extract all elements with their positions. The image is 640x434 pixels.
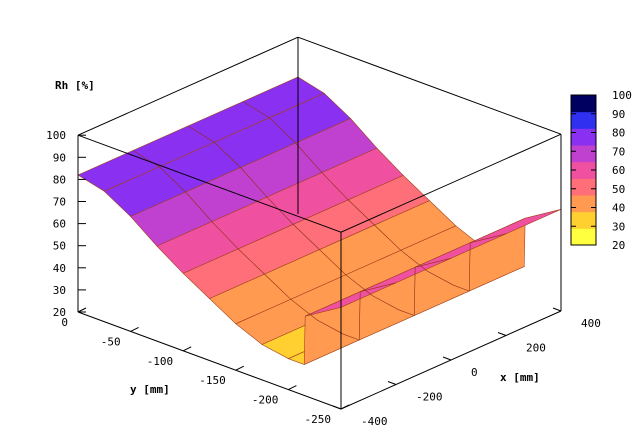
colorbar-swatch <box>571 95 596 113</box>
z-tick-label: 40 <box>53 262 66 275</box>
colorbar-swatch <box>571 195 596 213</box>
colorbar-tick-label: 90 <box>612 108 625 121</box>
box-edge <box>340 133 562 233</box>
x-tick-mark <box>332 405 342 410</box>
z-tick-label: 60 <box>53 218 66 231</box>
x-axis: -400 -200 0 200 400 <box>332 307 601 428</box>
y-tick-mark <box>235 365 245 371</box>
y-tick-mark <box>340 404 350 410</box>
x-tick-label: 0 <box>471 366 478 379</box>
y-axis-label: y [mm] <box>130 383 170 396</box>
z-tick-label: 100 <box>46 129 66 142</box>
x-tick-mark <box>552 307 562 312</box>
colorbar-swatch <box>571 178 596 196</box>
surface-mesh-line <box>132 150 397 341</box>
colorbar-tick-label: 60 <box>612 164 625 177</box>
colorbar-tick-label: 50 <box>612 183 625 196</box>
colorbar-tick-label: 70 <box>612 145 625 158</box>
x-axis-label: x [mm] <box>500 371 540 384</box>
z-tick-label: 20 <box>53 306 66 319</box>
y-tick-label: -150 <box>199 374 226 387</box>
surface-mesh-line <box>187 125 452 316</box>
colorbar: 20 30 40 50 60 70 80 90 100 <box>570 89 632 252</box>
box-edge <box>77 134 342 233</box>
z-axis: 20 30 40 50 60 70 80 90 100 <box>46 129 86 319</box>
colorbar-tick-label: 20 <box>612 239 625 252</box>
y-tick-mark <box>77 307 87 313</box>
box-edge <box>297 36 562 135</box>
colorbar-swatch <box>571 211 596 229</box>
z-tick-label: 80 <box>53 173 66 186</box>
colorbar-swatch <box>571 111 596 129</box>
y-tick-label: -100 <box>147 355 174 368</box>
y-tick-label: -50 <box>101 335 121 348</box>
x-tick-mark <box>387 381 397 385</box>
x-tick-label: -200 <box>416 391 443 404</box>
x-tick-label: 200 <box>526 342 546 355</box>
colorbar-swatch <box>571 128 596 146</box>
box-edge <box>77 311 342 410</box>
colorbar-swatch <box>571 228 596 246</box>
z-tick-label: 90 <box>53 151 66 164</box>
colorbar-tick-label: 80 <box>612 127 625 140</box>
x-tick-mark <box>442 356 452 361</box>
colorbar-tick-label: 100 <box>612 89 632 102</box>
y-tick-mark <box>182 346 192 352</box>
z-tick-label: 50 <box>53 240 66 253</box>
y-tick-label: -250 <box>305 413 332 426</box>
colorbar-swatch <box>571 145 596 163</box>
z-tick-label: 70 <box>53 196 66 209</box>
z-tick-label: 30 <box>53 284 66 297</box>
y-tick-label: 0 <box>61 316 68 329</box>
colorbar-tick-label: 40 <box>612 202 625 215</box>
colorbar-swatch <box>571 161 596 179</box>
y-tick-label: -200 <box>252 394 279 407</box>
y-axis: 0 -50 -100 -150 -200 -250 <box>61 307 350 426</box>
z-axis-label: Rh [%] <box>55 79 95 92</box>
box-edge <box>77 36 299 136</box>
x-tick-mark <box>497 332 507 336</box>
surface <box>77 76 562 365</box>
x-tick-label: 400 <box>581 317 601 330</box>
surface-mesh-line <box>242 101 507 292</box>
x-tick-label: -400 <box>361 415 388 428</box>
y-tick-mark <box>130 326 139 332</box>
colorbar-tick-label: 30 <box>612 220 625 233</box>
y-tick-mark <box>288 385 297 391</box>
